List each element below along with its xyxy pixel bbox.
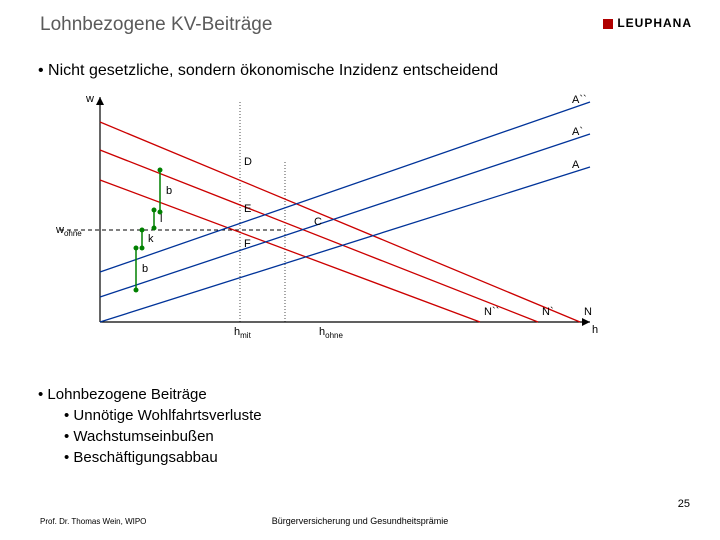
seg-k: k [148,233,154,245]
diagram-svg [60,92,600,352]
slide-title: Lohnbezogene KV-Beiträge [40,14,272,36]
seg-l: l [160,213,162,225]
logo-text: LEUPHANA [617,16,692,30]
page-number: 25 [678,498,690,510]
demand-label-1: N` [542,306,554,318]
seg-b-lower: b [142,263,148,275]
footnotes: Lohnbezogene Beiträge Unnötige Wohlfahrt… [38,384,262,468]
seg-b-upper: b [166,185,172,197]
footnote-2a: Unnötige Wohlfahrtsverluste [38,405,262,426]
supply-label-2: A [572,159,579,171]
point-D: D [244,156,252,168]
xtick-0: hmit [234,326,251,340]
economics-diagram: whwohneNN`N``A``A`AblkbDEFChmithohne [60,92,600,352]
w-ohne-label: wohne [56,224,82,238]
footnote-2c: Beschäftigungsabbau [38,447,262,468]
footnote-2b: Wachstumseinbußen [38,426,262,447]
footer-center: Bürgerversicherung und Gesundheitsprämie [0,516,720,526]
demand-label-0: N [584,306,592,318]
demand-label-2: N`` [484,306,499,318]
xtick-1: hohne [319,326,343,340]
axis-y-label: w [86,93,94,105]
footnote-1: Lohnbezogene Beiträge [38,384,262,405]
point-F: F [244,238,251,250]
supply-label-1: A` [572,126,583,138]
point-C: C [314,216,322,228]
logo-square-icon [603,19,613,29]
axis-x-label: h [592,324,598,336]
logo: LEUPHANA [603,16,692,30]
main-bullet: Nicht gesetzliche, sondern ökonomische I… [38,62,498,80]
supply-label-0: A`` [572,94,587,106]
point-E: E [244,203,251,215]
